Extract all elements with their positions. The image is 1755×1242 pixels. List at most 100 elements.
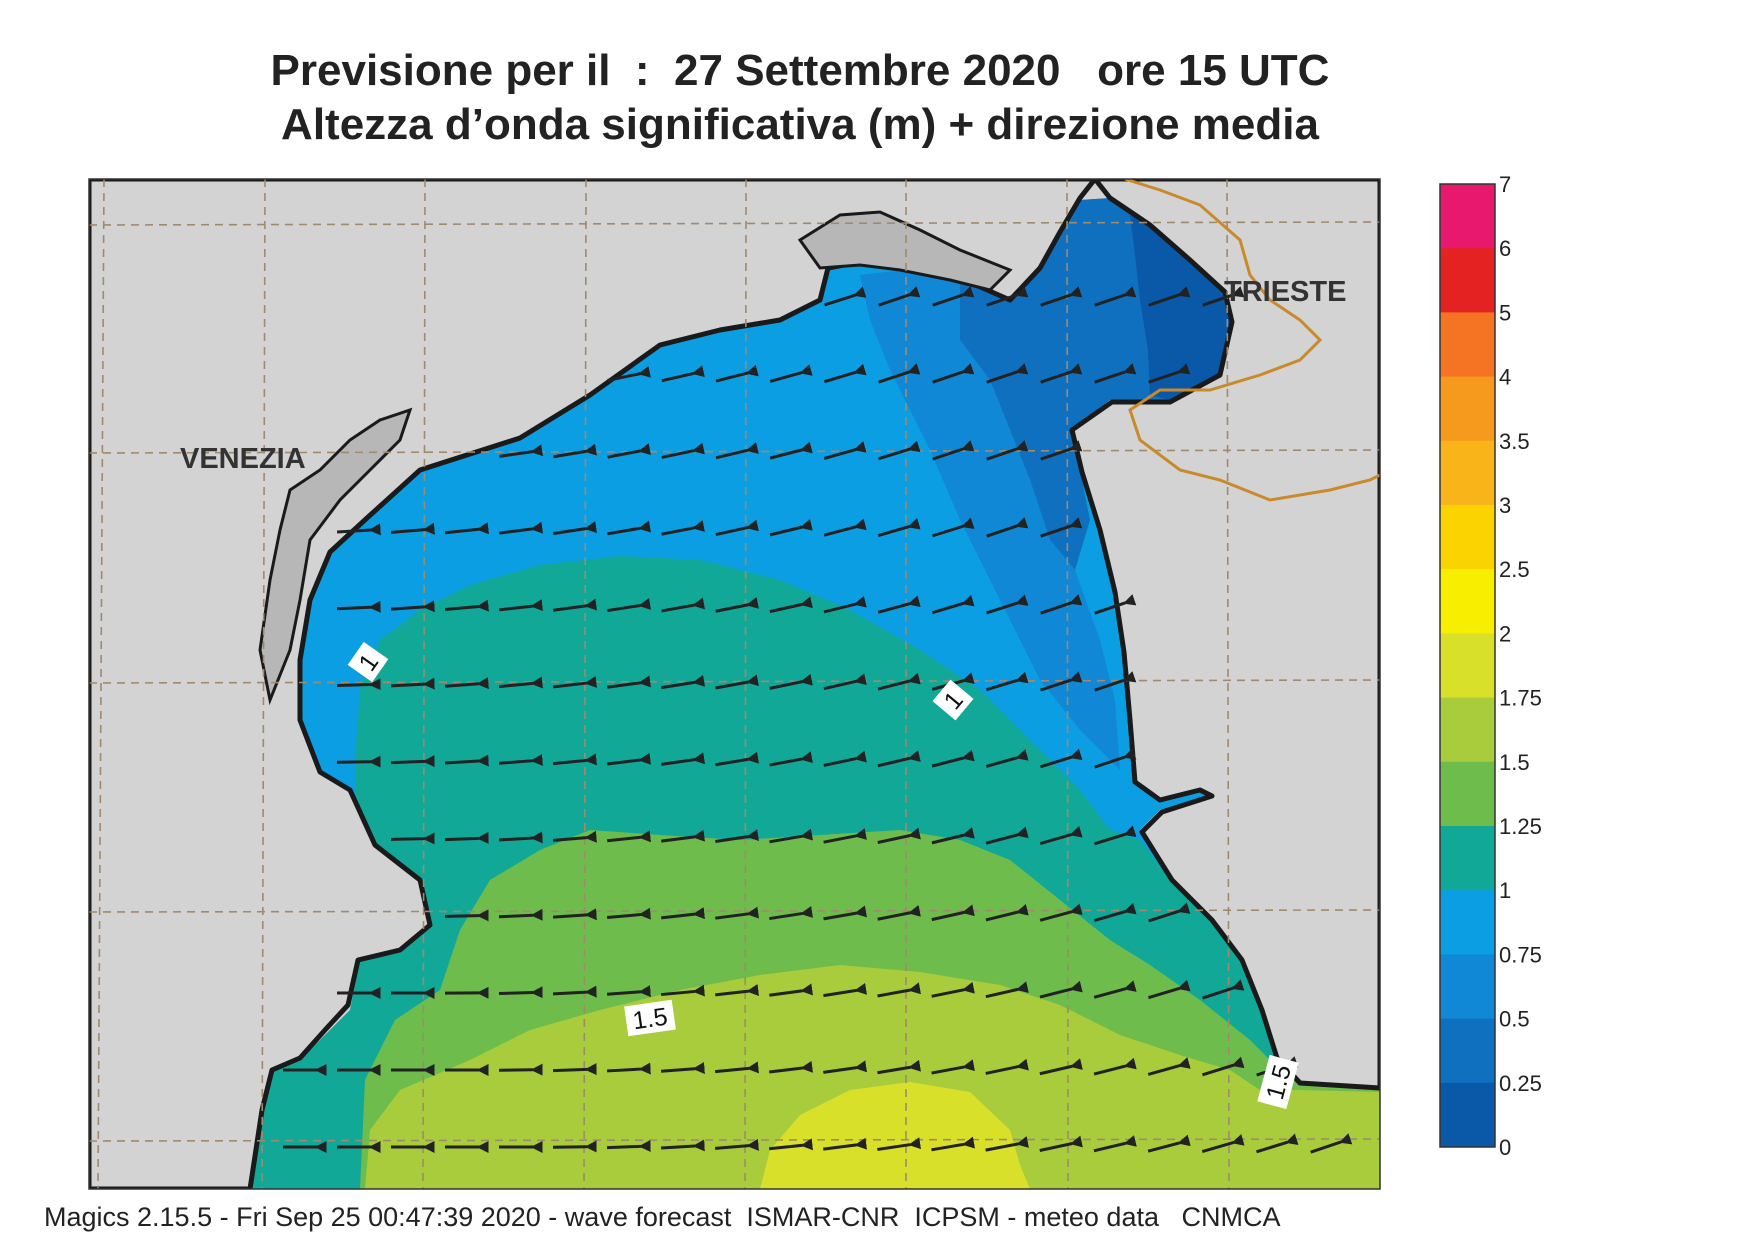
colorbar-tick-label: 1 [1499, 878, 1511, 903]
contour-label-1.5a: 1.5 [624, 999, 676, 1037]
colorbar-swatch [1440, 248, 1495, 313]
direction-arrow [877, 595, 921, 614]
direction-arrow [931, 981, 975, 998]
direction-arrow [823, 1060, 868, 1074]
direction-arrow [445, 599, 489, 612]
direction-arrow [715, 596, 759, 613]
colorbar-swatch [1440, 761, 1495, 827]
direction-arrow [552, 1140, 597, 1153]
colorbar-swatch [1440, 1018, 1495, 1084]
colorbar-tick-label: 1.75 [1499, 686, 1542, 711]
colorbar-tick-label: 4 [1499, 365, 1511, 390]
direction-arrow [985, 1136, 1029, 1152]
direction-arrow [877, 518, 921, 537]
direction-arrow [498, 986, 543, 999]
colorbar-swatch [1440, 826, 1495, 891]
direction-arrow [932, 440, 975, 461]
colorbar-tick-label: 0 [1499, 1135, 1511, 1160]
direction-arrow [444, 831, 489, 844]
wave-zone-1.75 [760, 1082, 1030, 1189]
direction-arrow [499, 676, 543, 689]
gulf-islands [797, 210, 1013, 292]
direction-arrow [1256, 1133, 1299, 1154]
direction-arrow [985, 903, 1029, 922]
direction-arrow [336, 678, 381, 691]
direction-arrow [985, 671, 1029, 692]
direction-arrow [823, 828, 867, 844]
colorbar-tick-label: 0.25 [1499, 1071, 1542, 1096]
direction-arrow [1040, 594, 1083, 615]
direction-arrow [877, 904, 921, 921]
direction-arrow [1094, 671, 1137, 692]
direction-arrow [661, 442, 705, 459]
direction-arrow [1094, 748, 1137, 769]
direction-arrow [661, 674, 706, 690]
direction-arrow [986, 594, 1029, 615]
direction-arrow [553, 598, 598, 612]
direction-arrow [823, 595, 867, 614]
direction-arrow [824, 286, 867, 307]
direction-arrow [1148, 902, 1191, 923]
direction-arrow [878, 363, 921, 384]
direction-arrow [661, 365, 705, 383]
venice-lagoon [258, 407, 413, 706]
direction-arrow [607, 907, 651, 920]
direction-arrow [552, 830, 597, 843]
direction-arrow [1040, 286, 1083, 307]
direction-arrow [714, 1138, 759, 1151]
direction-arrow [823, 518, 867, 537]
wave-zone-0.25 [1130, 215, 1230, 400]
city-label-venezia: VENEZIA [180, 443, 306, 475]
colorbar-tick-label: 5 [1499, 300, 1511, 325]
direction-arrow [1039, 826, 1083, 845]
map-area [89, 179, 1380, 1189]
direction-arrow [769, 519, 813, 537]
colorbar-swatch [1440, 505, 1495, 570]
colorbar-swatch [1440, 440, 1495, 506]
direction-arrow [986, 286, 1029, 307]
direction-arrow [1093, 1057, 1137, 1076]
direction-arrow [1148, 363, 1191, 384]
colorbar-tick-label: 3.5 [1499, 429, 1530, 454]
direction-arrow [877, 672, 921, 691]
direction-arrow [1202, 286, 1245, 307]
direction-arrow [390, 832, 435, 845]
colorbar-tick-label: 6 [1499, 236, 1511, 261]
direction-arrow [445, 522, 489, 535]
direction-arrow [769, 441, 813, 460]
direction-arrow [606, 1139, 651, 1152]
direction-arrow [715, 906, 760, 920]
direction-arrow [607, 520, 651, 536]
colorbar-tick-label: 2 [1499, 621, 1511, 646]
direction-arrow [1039, 1058, 1083, 1076]
direction-arrow [1093, 902, 1137, 923]
direction-arrow [498, 831, 543, 844]
direction-arrow [931, 1059, 975, 1075]
contour-label-1.5b: 1.5 [1257, 1054, 1299, 1110]
direction-arrow [715, 442, 759, 460]
direction-arrow [390, 600, 435, 613]
direction-arrow [553, 521, 598, 535]
direction-arrow [1040, 671, 1083, 692]
direction-arrow [715, 1061, 759, 1074]
direction-arrow [661, 907, 705, 920]
direction-arrow [878, 286, 921, 307]
direction-arrow [1148, 286, 1191, 307]
colorbar-tick-label: 2.5 [1499, 557, 1530, 582]
direction-arrow [390, 677, 435, 690]
colorbar-tick-label: 1.25 [1499, 814, 1542, 839]
direction-arrow [390, 755, 435, 768]
direction-arrow [878, 440, 921, 461]
direction-arrow [661, 984, 705, 997]
direction-arrow [769, 1060, 814, 1074]
direction-arrow [1094, 286, 1137, 307]
direction-arrow [823, 982, 868, 998]
colorbar-tick-label: 0.75 [1499, 942, 1542, 967]
colorbar-tick-label: 0.5 [1499, 1007, 1530, 1032]
direction-arrow [660, 1139, 705, 1152]
direction-arrow [769, 906, 814, 921]
direction-arrow [552, 908, 597, 921]
direction-arrow [499, 444, 544, 458]
direction-arrow [823, 441, 867, 460]
direction-arrow [1039, 1135, 1083, 1152]
